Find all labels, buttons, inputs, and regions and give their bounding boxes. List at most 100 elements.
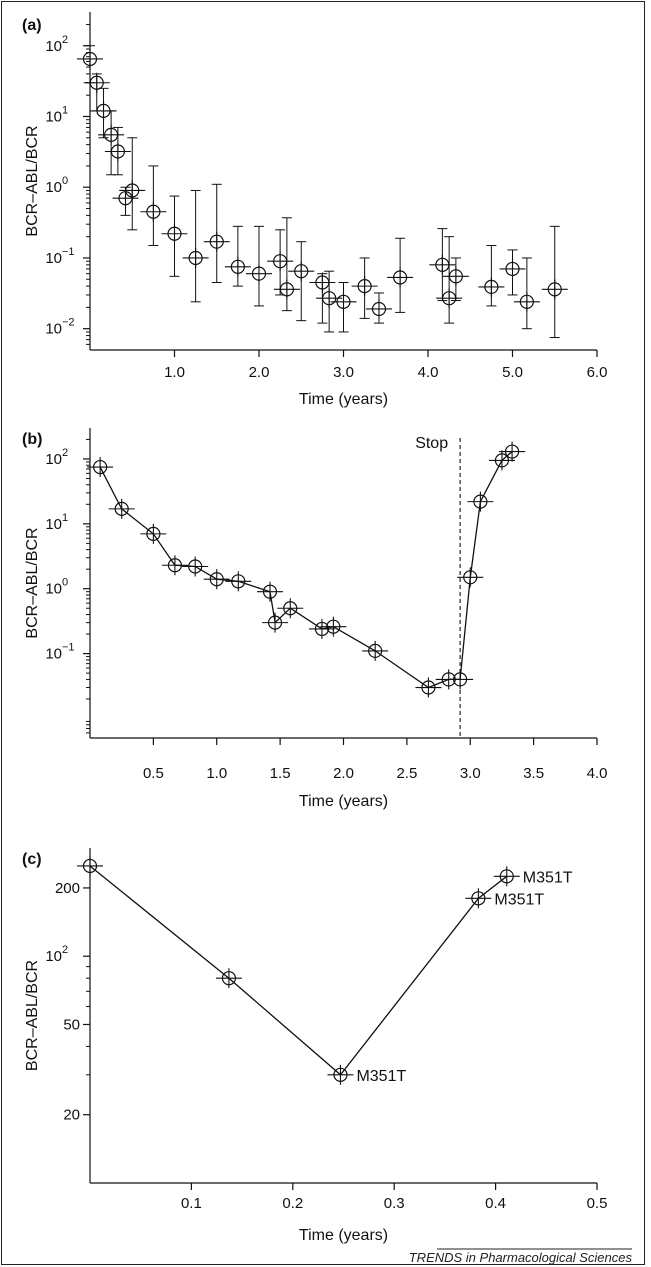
data-point (463, 570, 478, 585)
data-point (547, 282, 562, 297)
data-point (322, 291, 337, 306)
x-tick-label: 3.0 (460, 765, 481, 782)
series-line (89, 865, 508, 1076)
data-point (357, 279, 372, 294)
y-tick-exponent: 1 (62, 104, 68, 116)
data-point (146, 526, 161, 541)
credit-text: TRENDS in Pharmacological Sciences (409, 1250, 633, 1265)
data-point (167, 226, 182, 241)
x-axis-title: Time (years) (299, 391, 388, 408)
y-tick-label: 10 (45, 581, 62, 598)
data-point (314, 621, 330, 637)
data-point (484, 279, 499, 294)
y-tick-label: 10 (45, 321, 62, 338)
data-point (93, 459, 108, 475)
x-tick-label: 0.4 (485, 1195, 506, 1212)
y-tick-label: 10 (45, 948, 62, 965)
data-point (519, 294, 534, 309)
data-point (209, 234, 224, 249)
chart-panel-3: (c) 0.1 0.2 0.3 0.4 0.5 20 50 10 2 200 Time (years)… (22, 848, 607, 1244)
x-tick-label: 4.0 (418, 364, 439, 381)
x-tick-label: 5.0 (502, 364, 523, 381)
panel-label: (a) (22, 17, 42, 34)
data-point (230, 259, 245, 274)
data-point (82, 858, 98, 874)
data-point (448, 269, 463, 284)
data-point (283, 601, 298, 616)
data-point (188, 250, 203, 266)
x-tick-label: 1.5 (270, 765, 291, 782)
data-point (167, 558, 183, 573)
data-point (188, 559, 203, 574)
data-point (251, 266, 267, 281)
data-point (110, 144, 125, 159)
data-point (471, 891, 486, 906)
y-axis-title: BCR–ABL/BCR (24, 527, 41, 638)
x-axis-title: Time (years) (299, 793, 388, 810)
y-tick-exponent: 2 (62, 447, 68, 459)
y-tick-exponent: −2 (62, 317, 75, 329)
x-tick-label: 1.0 (164, 364, 185, 381)
y-tick-label: 10 (45, 516, 62, 533)
y-tick-label: 10 (45, 646, 62, 663)
data-point (368, 643, 383, 659)
panel-label: (c) (22, 851, 42, 868)
data-point (146, 204, 161, 219)
y-axis-title: BCR–ABL/BCR (24, 125, 41, 236)
x-tick-label: 4.0 (587, 765, 608, 782)
data-point (393, 270, 408, 285)
x-axis-title: Time (years) (299, 1227, 388, 1244)
data-point (231, 574, 246, 589)
y-tick-exponent: −1 (62, 642, 75, 654)
data-point (114, 501, 129, 516)
x-tick-label: 0.2 (282, 1195, 303, 1212)
data-point (279, 282, 294, 297)
x-tick-label: 3.0 (333, 364, 354, 381)
y-tick-exponent: 0 (62, 577, 68, 589)
data-point (499, 869, 514, 884)
y-tick-exponent: 2 (62, 944, 68, 956)
data-point (421, 680, 436, 695)
x-tick-label: 1.0 (206, 765, 227, 782)
data-point (505, 261, 520, 277)
data-point (333, 1067, 348, 1082)
data-point (371, 301, 387, 317)
x-tick-label: 0.5 (143, 765, 164, 782)
x-tick-label: 2.0 (333, 765, 354, 782)
y-tick-label: 10 (45, 108, 62, 125)
y-tick-exponent: −1 (62, 246, 75, 258)
data-point (336, 294, 351, 309)
y-tick-label: 10 (45, 250, 62, 267)
data-point (294, 264, 309, 279)
data-point (262, 584, 278, 599)
data-point (89, 75, 104, 90)
data-point (473, 494, 488, 509)
stop-label: Stop (415, 435, 448, 452)
data-point (494, 453, 510, 468)
x-tick-label: 0.1 (181, 1195, 202, 1212)
y-tick-exponent: 0 (62, 175, 68, 187)
x-tick-label: 2.5 (396, 765, 417, 782)
series-line (99, 451, 513, 689)
data-point (504, 444, 520, 459)
x-tick-label: 0.3 (384, 1195, 405, 1212)
y-tick-label: 10 (45, 451, 62, 468)
data-point (209, 572, 224, 587)
y-tick-label: 10 (45, 38, 62, 55)
data-point (326, 619, 341, 634)
point-label: M351T (523, 869, 573, 886)
data-point (221, 971, 237, 986)
data-point (125, 183, 140, 198)
y-tick-label: 50 (63, 1016, 80, 1033)
y-tick-label: 200 (55, 880, 80, 897)
data-point (82, 51, 98, 67)
x-tick-label: 3.5 (523, 765, 544, 782)
y-tick-label: 20 (63, 1107, 80, 1124)
x-tick-label: 6.0 (587, 364, 608, 381)
panel-label: (b) (22, 431, 42, 448)
